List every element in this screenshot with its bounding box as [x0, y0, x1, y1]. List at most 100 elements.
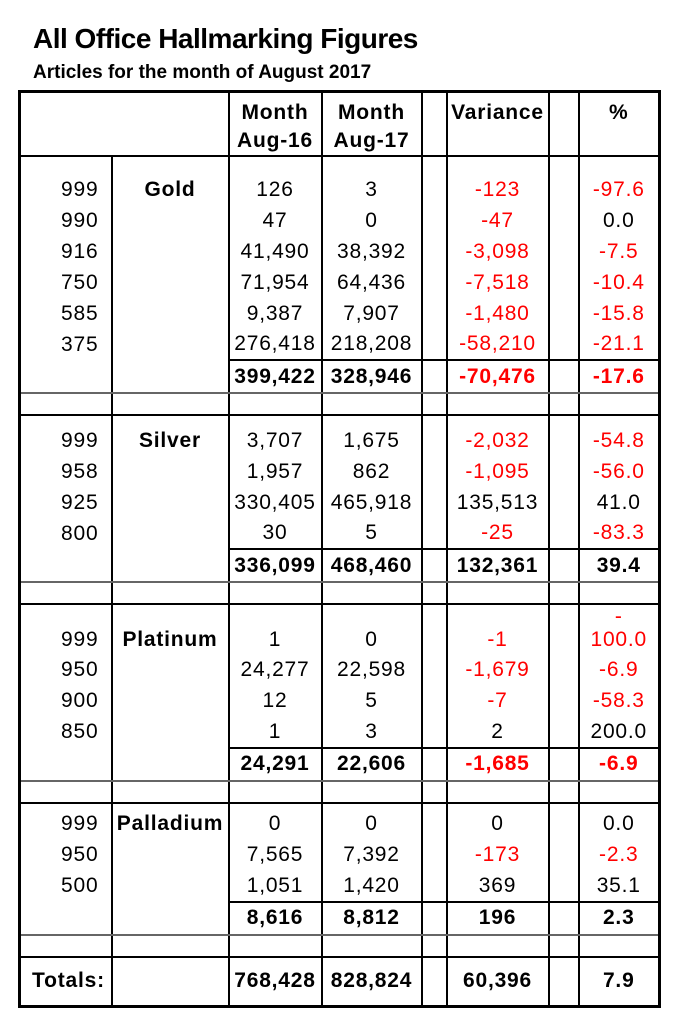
table-row: 958 1,957 862 -1,095 -56.0: [20, 456, 660, 488]
spacer-cell: [420, 956, 447, 1007]
spacer-cell: [420, 839, 447, 871]
blank-cell: [547, 802, 579, 809]
grand-aug16-cell: 768,428: [227, 956, 322, 1007]
percent-cell: 35.1: [577, 870, 660, 902]
fineness-cell: 950: [61, 658, 99, 682]
blank-cell: [420, 415, 447, 426]
spacer-cell: [547, 456, 579, 488]
fineness-cell: 585: [61, 301, 99, 325]
blank-cell: [547, 393, 579, 417]
section-total-row: 8,616 8,812 196 2.3: [19, 900, 660, 936]
variance-cell: -173: [445, 839, 549, 871]
table-row: 999 Gold 126 3 -123 -97.6: [20, 174, 660, 206]
aug16-cell: 330,405: [227, 487, 322, 519]
aug17-cell: 0: [320, 604, 422, 655]
fineness-cell: 900: [61, 689, 99, 713]
aug16-cell: 0: [227, 808, 322, 840]
spacer-cell: [420, 604, 447, 655]
metal-cell: [110, 487, 229, 519]
metal-cell: [110, 956, 229, 1007]
aug17-cell: 3: [320, 174, 422, 206]
total-percent-cell: 39.4: [577, 548, 660, 584]
metal-cell: [110, 360, 229, 395]
blank-cell: [227, 393, 322, 417]
section-total-row: 399,422 328,946 -70,476 -17.6: [19, 359, 660, 395]
table-row: 999 Silver 3,707 1,675 -2,032 -54.8: [20, 425, 660, 457]
spacer-cell: [547, 900, 579, 936]
spacer-cell: [547, 685, 579, 717]
table-row: 500 1,051 1,420 369 35.1: [20, 870, 660, 902]
aug17-cell: 862: [320, 456, 422, 488]
spacer-cell: [420, 746, 447, 782]
spacer-cell: [547, 654, 579, 686]
total-aug16-cell: 336,099: [227, 548, 322, 584]
blank-cell: [445, 415, 549, 426]
fineness-cell: [19, 747, 112, 782]
fineness-cell: 500: [61, 874, 99, 898]
aug17-cell: 465,918: [320, 487, 422, 519]
percent-cell: -7.5: [577, 236, 660, 268]
table-header-row: Month Aug-16 Month Aug-17 Variance %: [19, 91, 660, 158]
metal-cell: [110, 549, 229, 584]
metal-cell: Gold: [110, 174, 229, 206]
total-aug17-cell: 468,460: [320, 548, 422, 584]
percent-cell: -56.0: [577, 456, 660, 488]
blank-cell: [110, 582, 229, 606]
spacer-cell: [547, 425, 579, 457]
blank-cell: [320, 415, 422, 426]
total-aug17-cell: 328,946: [320, 359, 422, 395]
table-row: 585 9,387 7,907 -1,480 -15.8: [20, 298, 660, 330]
total-aug16-cell: 399,422: [227, 359, 322, 395]
spacer-cell: [420, 870, 447, 902]
section-pad-row: [20, 156, 660, 175]
blank-cell: [110, 393, 229, 417]
total-variance-cell: -70,476: [445, 359, 549, 395]
total-variance-cell: 132,361: [445, 548, 549, 584]
total-aug16-cell: 24,291: [227, 746, 322, 782]
blank-cell: [320, 156, 422, 175]
variance-cell: -3,098: [445, 236, 549, 268]
spacer-cell: [547, 487, 579, 519]
header-spacer-cell: [547, 91, 579, 158]
header-blank-cell: [19, 91, 229, 158]
fineness-cell: [19, 901, 112, 936]
variance-cell: -1,679: [445, 654, 549, 686]
percent-cell: 0.0: [577, 205, 660, 237]
fineness-cell: 999: [61, 627, 99, 651]
metal-cell: [110, 456, 229, 488]
fineness-cell: 850: [61, 720, 99, 744]
aug16-cell: 276,418: [227, 329, 322, 361]
spacer-cell: [547, 329, 579, 361]
spacer-cell: [420, 298, 447, 330]
aug16-cell: 47: [227, 205, 322, 237]
spacer-cell: [547, 298, 579, 330]
blank-cell: [227, 934, 322, 958]
aug17-cell: 5: [320, 518, 422, 550]
grand-total-row: Totals: 768,428 828,824 60,396 7.9: [20, 956, 660, 1007]
table-row: 750 71,954 64,436 -7,518 -10.4: [20, 267, 660, 299]
aug17-cell: 0: [320, 808, 422, 840]
blank-cell: [19, 780, 112, 804]
blank-cell: [420, 582, 447, 606]
spacer-cell: [420, 548, 447, 584]
percent-cell: -10.4: [577, 267, 660, 299]
spacer-cell: [420, 267, 447, 299]
blank-cell: [227, 582, 322, 606]
spacer-cell: [420, 654, 447, 686]
spacer-cell: [420, 205, 447, 237]
blank-cell: [577, 415, 660, 426]
blank-cell: [19, 934, 112, 958]
blank-cell: [577, 934, 660, 958]
blank-cell: [320, 393, 422, 417]
table-row: 950 7,565 7,392 -173 -2.3: [20, 839, 660, 871]
percent-cell: -54.8: [577, 425, 660, 457]
blank-cell: [320, 780, 422, 804]
metal-cell: [110, 716, 229, 748]
variance-cell: 369: [445, 870, 549, 902]
table-row: 950 24,277 22,598 -1,679 -6.9: [20, 654, 660, 686]
aug16-cell: 1: [227, 604, 322, 655]
fineness-cell: 916: [61, 239, 99, 263]
header-month-aug17: Month Aug-17: [320, 91, 422, 158]
metal-cell: [110, 518, 229, 550]
aug16-cell: 9,387: [227, 298, 322, 330]
